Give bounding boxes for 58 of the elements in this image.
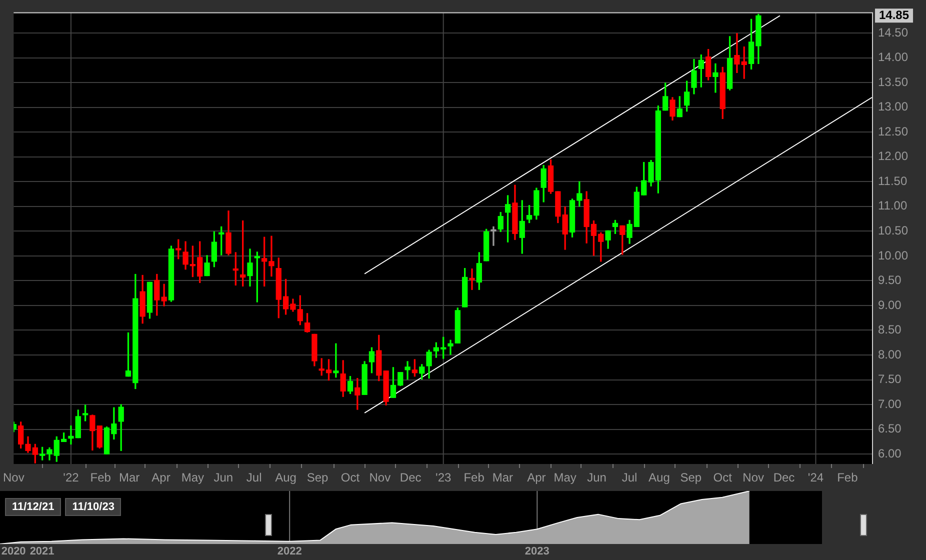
- y-tick-label: 13.00: [878, 100, 908, 114]
- y-tick-label: 14.50: [878, 25, 908, 40]
- y-tick-label: 13.50: [878, 74, 908, 89]
- x-tick-label: Nov: [369, 470, 391, 485]
- x-tick-label: Feb: [464, 470, 485, 485]
- x-tick-label: Mar: [492, 470, 514, 485]
- candlestick: [333, 343, 339, 378]
- x-tick-label: 2020: [1, 546, 26, 558]
- x-tick-label: Nov: [742, 470, 764, 485]
- x-tick-label: Oct: [713, 470, 733, 485]
- candlestick: [712, 63, 718, 93]
- candlestick: [404, 361, 410, 380]
- x-tick-label: '22: [63, 470, 80, 485]
- y-tick-label: 10.50: [878, 223, 908, 238]
- y-tick-label: 6.50: [878, 422, 902, 436]
- x-tick-label: Feb: [90, 470, 112, 485]
- y-tick-label: 10.00: [878, 248, 908, 262]
- x-tick-label: Dec: [773, 470, 795, 485]
- x-tick-label: Mar: [118, 470, 140, 485]
- x-tick-label: Oct: [340, 470, 360, 485]
- candlestick: [490, 226, 496, 246]
- x-tick-label: Nov: [3, 470, 24, 485]
- annotation: 14.85: [879, 8, 910, 22]
- x-tick-label: Dec: [400, 470, 422, 485]
- x-tick-label: 2023: [524, 546, 550, 558]
- y-tick-label: 14.00: [878, 50, 908, 64]
- y-tick-label: 9.50: [878, 273, 902, 288]
- x-tick-label: '23: [436, 470, 452, 485]
- x-tick-label: 2021: [30, 546, 54, 558]
- x-tick-label: '24: [808, 470, 824, 485]
- x-tick-label: Apr: [152, 470, 170, 485]
- y-tick-label: 12.50: [878, 124, 908, 138]
- annotation: 11/10/23: [65, 498, 122, 516]
- x-tick-label: 2022: [277, 546, 302, 558]
- candlestick: [469, 268, 475, 290]
- y-tick-label: 11.00: [878, 198, 908, 213]
- x-tick-label: Aug: [275, 470, 296, 485]
- y-tick-label: 7.00: [878, 396, 902, 411]
- x-tick-label: Jul: [246, 470, 262, 485]
- annotation: 11/12/21: [5, 498, 62, 516]
- y-tick-label: 7.50: [878, 372, 902, 386]
- y-tick-label: 11.50: [878, 174, 908, 188]
- x-tick-label: Jun: [214, 470, 234, 485]
- y-tick-label: 8.00: [878, 347, 902, 362]
- y-tick-label: 9.00: [878, 298, 902, 312]
- x-tick-label: Aug: [648, 470, 670, 485]
- x-tick-label: Feb: [837, 470, 858, 485]
- y-tick-label: 12.00: [878, 149, 908, 164]
- x-tick-label: Jun: [587, 470, 606, 485]
- y-tick-label: 6.00: [878, 446, 902, 460]
- x-tick-label: Sep: [306, 470, 329, 485]
- y-tick-label: 8.50: [878, 322, 902, 337]
- x-tick-label: Apr: [527, 470, 546, 485]
- candlestick: [448, 340, 454, 355]
- x-tick-label: Sep: [680, 470, 702, 485]
- x-tick-label: May: [554, 470, 576, 485]
- x-tick-label: May: [181, 470, 204, 485]
- x-tick-label: Jul: [622, 470, 638, 485]
